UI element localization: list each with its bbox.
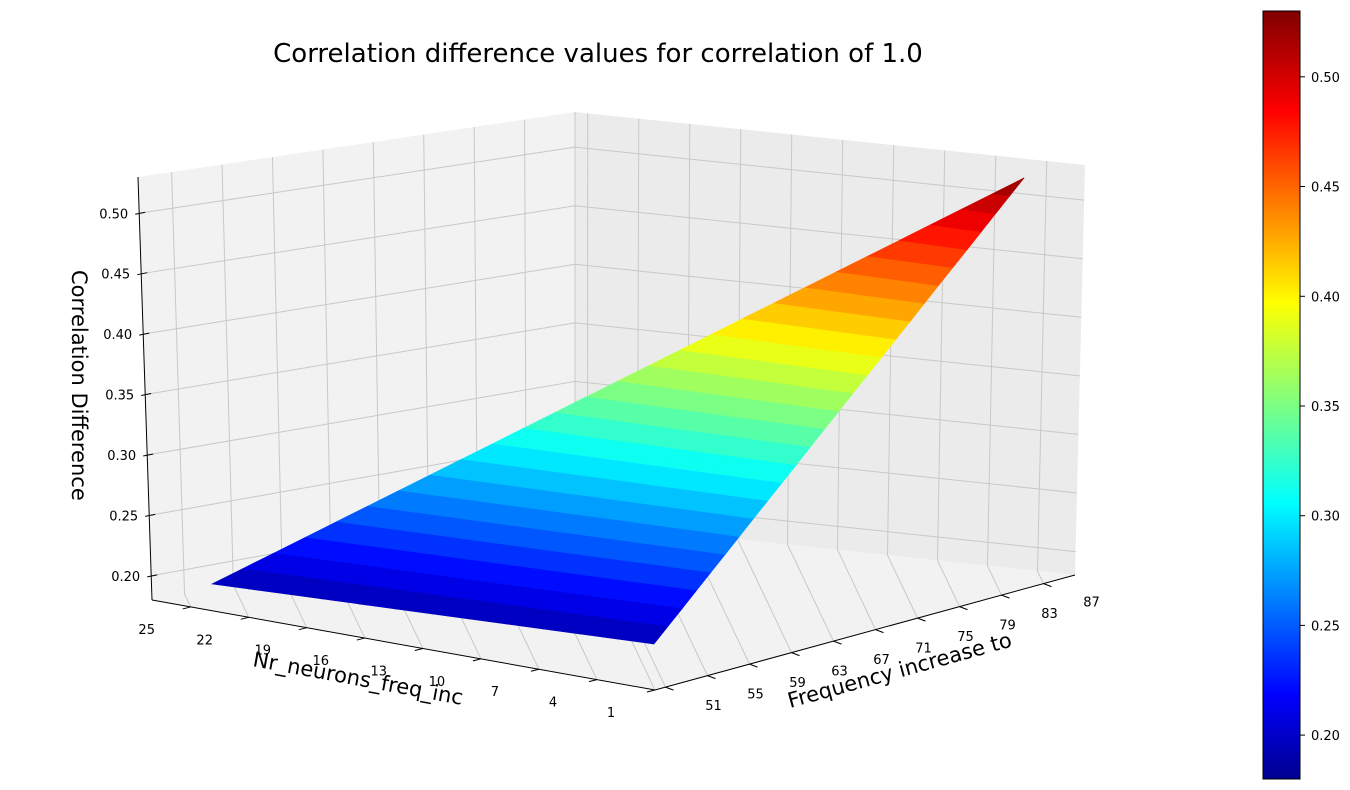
y-tick-mark	[646, 689, 656, 693]
y-tick-label: 25	[138, 623, 155, 638]
y-tick-label: 16	[313, 654, 330, 669]
colorbar-tick-label: 0.25	[1311, 619, 1340, 634]
y-tick-label: 22	[196, 633, 213, 648]
z-axis-label: Correlation Difference	[67, 270, 91, 501]
x-tick-label: 71	[915, 642, 932, 657]
x-axis-line	[654, 574, 1076, 691]
colorbar-tick-label: 0.45	[1311, 181, 1340, 196]
z-tick-label: 0.50	[99, 207, 128, 222]
x-tick-mark	[1001, 594, 1010, 599]
surface-plot	[210, 177, 1025, 645]
z-tick-label: 0.40	[103, 328, 132, 343]
colorbar: 0.20 0.25 0.30 0.35 0.40 0.45 0.50	[1262, 10, 1340, 780]
colorbar-tick-label: 0.30	[1311, 510, 1340, 525]
z-tick-mark	[147, 574, 158, 578]
x-tick-label: 87	[1083, 596, 1100, 611]
x-tick-mark	[917, 617, 926, 622]
y-tick-mark	[356, 637, 365, 641]
y-tick-label: 7	[491, 685, 499, 700]
z-tick-mark	[141, 393, 152, 397]
z-tick-mark	[143, 453, 154, 457]
chart-title: Correlation difference values for correl…	[273, 39, 923, 69]
x-tick-label: 75	[957, 630, 974, 645]
y-axis-line	[151, 599, 656, 691]
x-tick-mark	[665, 686, 674, 691]
x-gridline	[1036, 161, 1048, 584]
y-tick-label: 4	[549, 696, 557, 711]
y-tick-label: 1	[607, 706, 615, 721]
z-tick-mark	[137, 272, 148, 276]
y-tick-mark	[240, 616, 249, 620]
y-tick-label: 19	[255, 644, 272, 659]
x-tick-label: 59	[789, 676, 806, 691]
x-tick-label: 51	[705, 699, 722, 714]
x-tick-mark	[707, 675, 716, 680]
x-tick-label: 63	[831, 665, 848, 680]
x-tick-mark	[833, 640, 842, 645]
z-tick-label: 0.35	[105, 389, 134, 404]
z-tick-mark	[139, 332, 150, 336]
y-axis-ticks: 1 4 7 10 13 16 19 22 25	[138, 606, 656, 721]
y-tick-mark	[588, 679, 598, 683]
z-tick-label: 0.25	[109, 509, 138, 524]
colorbar-tick-label: 0.40	[1311, 290, 1340, 305]
colorbar-tick-label: 0.35	[1311, 400, 1340, 415]
y-tick-mark	[472, 658, 482, 662]
x-tick-mark	[791, 652, 800, 657]
x-tick-mark	[749, 663, 758, 668]
z-axis-ticks: 0.20 0.25 0.30 0.35 0.40 0.45 0.50	[99, 207, 158, 585]
z-tick-label: 0.30	[107, 449, 136, 464]
z-axis-line	[137, 176, 153, 601]
x-tick-mark	[959, 606, 968, 611]
x-gridline	[986, 155, 1002, 596]
axis-lines	[137, 176, 1076, 691]
x-gridline	[786, 134, 834, 642]
z-tick-mark	[135, 211, 146, 215]
x-tick-label: 83	[1041, 607, 1058, 622]
colorbar-gradient	[1262, 10, 1301, 780]
x-gridline	[936, 150, 960, 607]
x-tick-label: 79	[999, 619, 1016, 634]
z-tick-mark	[145, 513, 156, 517]
x-tick-label: 67	[873, 653, 890, 668]
colorbar-tick-label: 0.50	[1311, 71, 1340, 86]
y-tick-mark	[530, 668, 540, 672]
x-tick-mark	[1043, 583, 1052, 588]
y-gridline	[171, 171, 192, 608]
surface-patch	[1007, 177, 1025, 197]
y-tick-label: 10	[429, 675, 446, 690]
y-tick-mark	[298, 627, 307, 631]
x-axis-ticks: 51 55 59 63 67 71 75 79 83 87	[665, 583, 1100, 714]
y-tick-label: 13	[371, 665, 388, 680]
x-tick-mark	[875, 629, 884, 634]
z-tick-label: 0.45	[101, 268, 130, 283]
x-tick-label: 55	[747, 688, 764, 703]
z-tick-label: 0.20	[111, 570, 140, 585]
colorbar-ticks: 0.20 0.25 0.30 0.35 0.40 0.45 0.50	[1300, 71, 1340, 744]
colorbar-tick-label: 0.20	[1311, 729, 1340, 744]
y-tick-mark	[182, 606, 191, 610]
y-tick-mark	[414, 647, 423, 651]
